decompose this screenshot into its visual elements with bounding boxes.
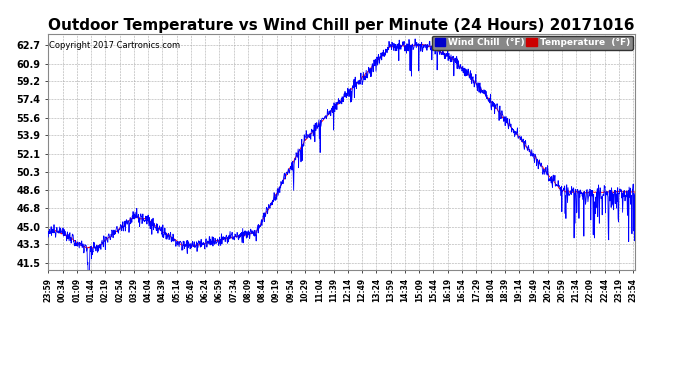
Legend: Wind Chill  (°F), Temperature  (°F): Wind Chill (°F), Temperature (°F) <box>432 36 633 50</box>
Title: Outdoor Temperature vs Wind Chill per Minute (24 Hours) 20171016: Outdoor Temperature vs Wind Chill per Mi… <box>48 18 635 33</box>
Text: Copyright 2017 Cartronics.com: Copyright 2017 Cartronics.com <box>49 41 180 50</box>
